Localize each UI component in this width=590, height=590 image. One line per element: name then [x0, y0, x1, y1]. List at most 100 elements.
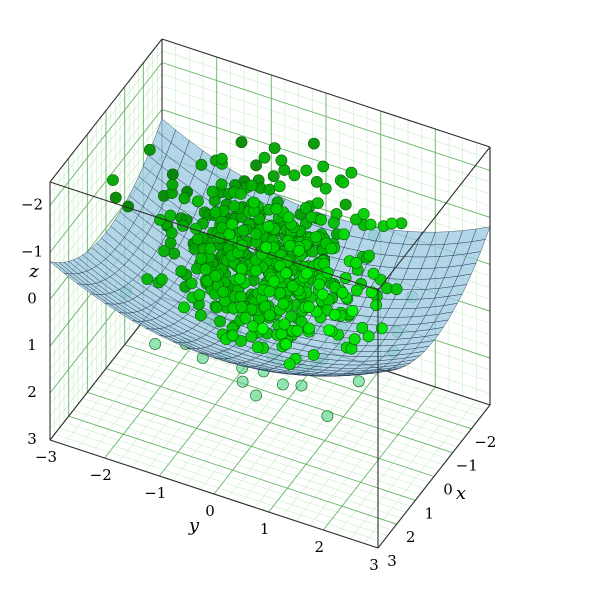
scatter-point	[193, 288, 206, 301]
scatter-point	[280, 338, 292, 351]
scatter-point	[282, 211, 295, 224]
scatter-point	[234, 290, 247, 303]
scatter-point	[235, 335, 247, 347]
scatter-point	[321, 266, 334, 279]
scatter-point	[315, 213, 327, 226]
scatter-point	[280, 267, 292, 280]
x-tick-label: −1	[456, 457, 478, 475]
scatter-point	[309, 231, 322, 243]
scatter-point	[251, 341, 264, 354]
scatter-point	[375, 322, 388, 335]
box-edge	[49, 181, 379, 291]
scatter-point	[214, 315, 226, 328]
scatter-point	[367, 267, 380, 280]
scatter-point	[268, 142, 281, 154]
y-tick-label: −2	[90, 466, 112, 484]
scatter-point	[250, 228, 262, 240]
scatter-point	[210, 301, 223, 314]
scatter-point	[234, 187, 247, 200]
scatter-point	[321, 410, 334, 422]
scatter-point	[166, 168, 179, 181]
scatter-point	[168, 247, 181, 260]
y-axis-title: y	[188, 515, 200, 536]
scatter-point	[307, 349, 320, 361]
z-tick-label: −2	[21, 196, 43, 214]
scatter-point	[364, 218, 377, 231]
scatter-point	[245, 179, 258, 192]
scatter-point	[263, 309, 276, 322]
scatter-point	[166, 178, 179, 191]
scatter-point	[195, 158, 208, 171]
scatter-point	[302, 301, 315, 313]
scatter-point	[178, 301, 190, 314]
scatter-point	[165, 226, 178, 239]
scatter-point	[283, 358, 296, 370]
scatter-point	[345, 166, 358, 179]
scatter-point	[328, 308, 341, 321]
scatter-point	[357, 208, 370, 220]
scatter-point	[288, 169, 301, 182]
scatter-point	[250, 159, 262, 172]
box-edge	[49, 38, 163, 183]
y-tick-label: 3	[369, 556, 379, 574]
scatter-point	[385, 217, 398, 230]
scatter-point	[323, 324, 336, 336]
scatter-point	[327, 216, 340, 229]
scatter-point	[293, 244, 305, 257]
z-tick-label: −1	[21, 242, 43, 260]
x-tick-label: 3	[387, 552, 397, 570]
y-tick-label: −3	[35, 448, 57, 466]
scatter-point	[185, 277, 198, 290]
scatter-point	[233, 272, 246, 285]
scatter-point	[215, 178, 228, 191]
scatter-point	[350, 284, 363, 297]
grid-line-major	[49, 109, 163, 253]
scatter-point	[247, 320, 259, 333]
scatter-point	[263, 285, 276, 298]
scatter-point	[325, 242, 338, 255]
scatter-point	[319, 182, 332, 195]
scatter-point	[158, 245, 170, 258]
scatter-point	[267, 170, 280, 182]
scatter-point	[311, 197, 324, 209]
scatter-point	[247, 196, 260, 209]
scatter-point	[143, 143, 156, 156]
scatter-point	[284, 239, 296, 252]
scatter-point	[339, 198, 352, 211]
grid-line-major	[49, 62, 163, 206]
scatter-point	[175, 265, 188, 278]
scatter-point	[363, 249, 375, 262]
scatter-point	[209, 270, 222, 282]
x-axis-title: x	[456, 483, 466, 504]
scatter-point	[356, 321, 369, 334]
scatter-point	[209, 206, 222, 219]
scatter-point	[295, 379, 308, 392]
scatter-point	[286, 280, 299, 293]
scatter-point	[236, 375, 249, 388]
x-tick-label: −2	[474, 433, 496, 451]
scatter-point	[291, 324, 304, 337]
scatter-point	[350, 256, 363, 269]
scatter-point	[316, 288, 329, 301]
scatter-point	[274, 287, 286, 299]
scatter-point	[273, 180, 286, 193]
scatter-point	[337, 176, 350, 189]
x-tick-label: 1	[425, 504, 435, 522]
box-edge	[377, 404, 491, 549]
scatter-point	[278, 318, 291, 331]
box-edge	[377, 146, 491, 291]
scatter-point	[299, 202, 312, 214]
scatter-point	[300, 267, 313, 280]
scatter-point	[300, 164, 313, 177]
scatter-point	[149, 338, 161, 350]
scatter-point	[237, 224, 250, 237]
bounding-box-front-edges	[49, 146, 491, 549]
z-tick-label: 2	[27, 383, 37, 401]
scatter-point	[215, 152, 228, 165]
scatter-point	[362, 330, 375, 343]
y-tick-label: 0	[205, 502, 215, 520]
y-tick-label: 1	[260, 520, 270, 538]
scatter-point	[310, 175, 323, 188]
scatter-point	[268, 275, 280, 288]
